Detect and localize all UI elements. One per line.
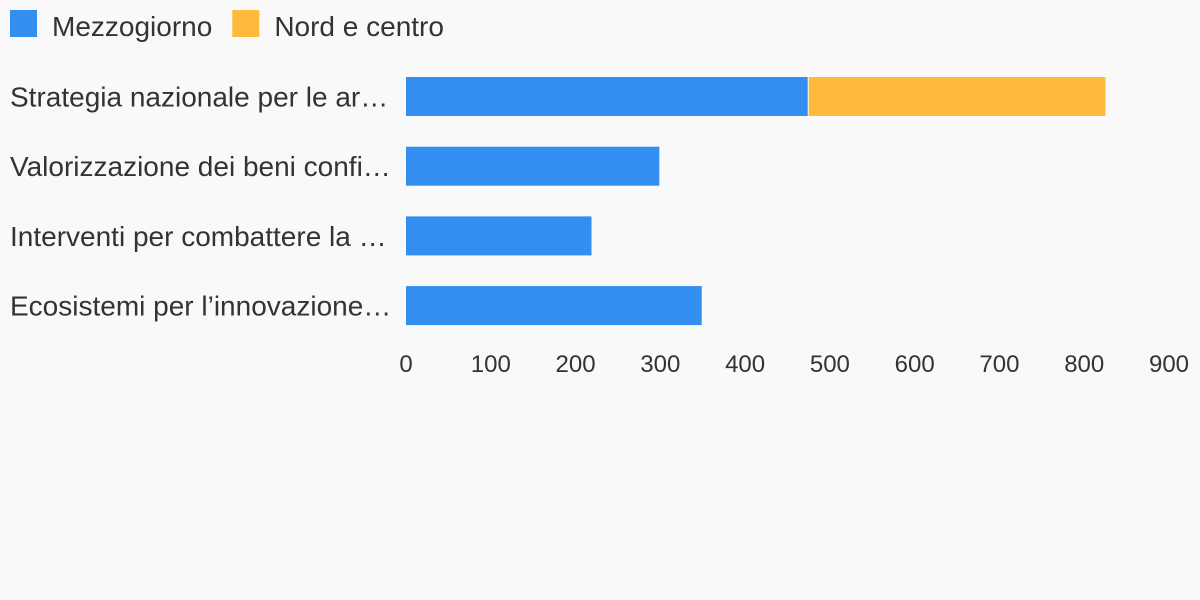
x-tick-label-8: 800 bbox=[1064, 351, 1104, 378]
legend-swatch-1 bbox=[232, 10, 260, 37]
category-label-0: Strategia nazionale per le ar… bbox=[10, 82, 388, 113]
x-tick-label-1: 100 bbox=[471, 351, 511, 378]
x-axis-ticks: 0 100 200 300 400 500 600 700 800 900 bbox=[399, 351, 1189, 378]
x-tick-label-9: 900 bbox=[1149, 351, 1189, 378]
legend-label-1: Nord e centro bbox=[274, 11, 444, 42]
category-label-1: Valorizzazione dei beni confi… bbox=[10, 151, 391, 182]
bar-0-1 bbox=[808, 77, 1106, 116]
x-tick-label-4: 400 bbox=[725, 351, 765, 378]
x-tick-label-0: 0 bbox=[399, 351, 412, 378]
bar-0-0 bbox=[406, 77, 808, 116]
category-labels: Strategia nazionale per le ar… Valorizzaz… bbox=[10, 82, 391, 322]
bar-1-0 bbox=[406, 146, 660, 186]
legend: Mezzogiorno Nord e centro bbox=[10, 10, 444, 42]
bars bbox=[406, 77, 1106, 326]
category-label-3: Ecosistemi per l’innovazione… bbox=[10, 291, 391, 322]
x-tick-label-5: 500 bbox=[810, 351, 850, 378]
x-tick-label-2: 200 bbox=[556, 351, 596, 378]
category-label-2: Interventi per combattere la … bbox=[10, 221, 387, 252]
x-tick-label-3: 300 bbox=[640, 351, 680, 378]
legend-label-0: Mezzogiorno bbox=[52, 11, 212, 42]
bar-3-0 bbox=[406, 286, 702, 326]
legend-swatch-0 bbox=[10, 10, 37, 37]
x-tick-label-6: 600 bbox=[895, 351, 935, 378]
bar-2-0 bbox=[406, 216, 592, 256]
x-tick-label-7: 700 bbox=[979, 351, 1019, 378]
